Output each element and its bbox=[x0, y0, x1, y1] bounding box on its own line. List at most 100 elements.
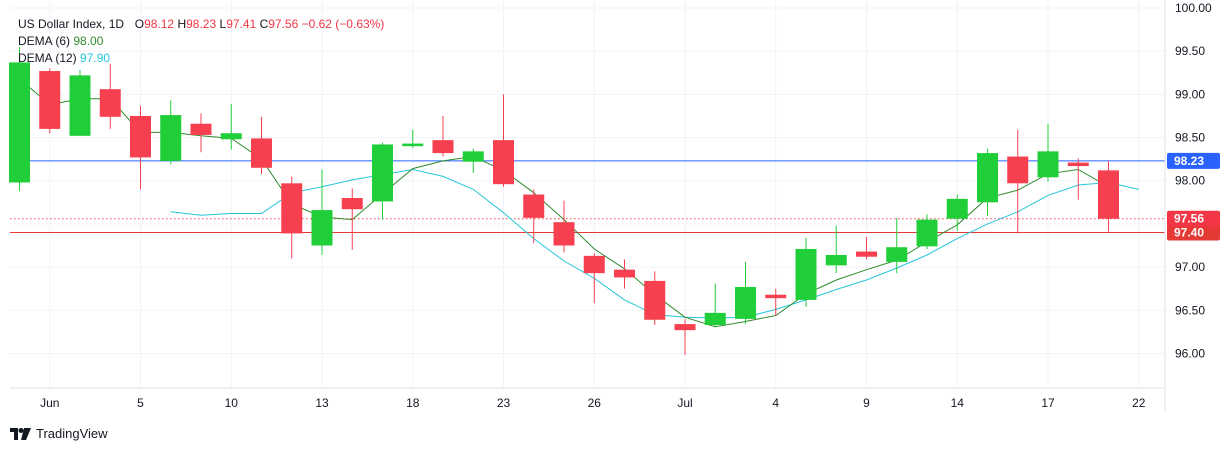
y-tick-label: 98.50 bbox=[1175, 131, 1205, 145]
tradingview-logo-icon bbox=[10, 427, 31, 440]
candle-down bbox=[1007, 129, 1029, 234]
candle-down bbox=[281, 176, 303, 259]
candle-body bbox=[765, 294, 787, 299]
open-label: O bbox=[134, 17, 145, 31]
close-label: C bbox=[259, 17, 269, 31]
candle-down bbox=[614, 259, 635, 289]
candle-body bbox=[281, 183, 303, 234]
candle-up bbox=[69, 70, 91, 136]
candle-up bbox=[9, 46, 30, 192]
dema6-label: DEMA (6) bbox=[18, 34, 71, 48]
candle-body bbox=[402, 143, 424, 147]
price-badge-label: 97.56 bbox=[1174, 212, 1204, 226]
x-tick-label: 17 bbox=[1041, 396, 1055, 410]
candle-body bbox=[462, 151, 484, 162]
candle-body bbox=[130, 115, 151, 158]
candle-down bbox=[432, 115, 454, 157]
candle-body bbox=[583, 255, 605, 274]
low-value: 97.41 bbox=[226, 17, 257, 31]
candle-body bbox=[493, 140, 514, 185]
y-tick-label: 99.00 bbox=[1175, 87, 1205, 101]
price-badge-label: 97.40 bbox=[1174, 226, 1204, 240]
candle-down bbox=[1098, 160, 1119, 232]
candle-up bbox=[735, 261, 756, 325]
price-badge-97.56: 97.56 bbox=[1167, 210, 1220, 227]
candle-down bbox=[523, 189, 545, 243]
high-value: 98.23 bbox=[186, 17, 217, 31]
candle-down bbox=[493, 94, 514, 187]
y-tick-label: 99.50 bbox=[1175, 44, 1205, 58]
candle-body bbox=[916, 219, 938, 247]
brand-name: TradingView bbox=[36, 426, 108, 441]
dema12-label: DEMA (12) bbox=[18, 51, 77, 65]
candle-body bbox=[220, 133, 242, 140]
candle-down bbox=[674, 318, 696, 356]
x-tick-label: 22 bbox=[1132, 396, 1146, 410]
x-tick-label: 23 bbox=[497, 396, 511, 410]
candle-body bbox=[795, 248, 817, 300]
candle-body bbox=[160, 115, 182, 161]
candle-down bbox=[583, 253, 605, 304]
y-tick-label: 96.00 bbox=[1175, 346, 1205, 360]
dema12-row[interactable]: DEMA (12) 97.90 bbox=[18, 50, 384, 67]
candle-up bbox=[795, 237, 817, 307]
candle-body bbox=[674, 324, 696, 331]
candle-body bbox=[553, 222, 575, 246]
dema6-row[interactable]: DEMA (6) 98.00 bbox=[18, 33, 384, 50]
candle-up bbox=[977, 148, 998, 217]
candle-body bbox=[614, 269, 635, 278]
candle-body bbox=[372, 144, 393, 202]
candle-up bbox=[946, 194, 968, 231]
candle-up bbox=[220, 103, 242, 150]
candle-down bbox=[765, 288, 787, 316]
candle-body bbox=[1007, 156, 1029, 184]
x-tick-label: 18 bbox=[406, 396, 420, 410]
candle-body bbox=[735, 286, 756, 319]
candle-down bbox=[130, 105, 151, 190]
price-badge-97.40: 97.40 bbox=[1167, 224, 1220, 241]
candle-up bbox=[402, 129, 424, 148]
candle-up bbox=[825, 225, 847, 274]
ohlc-row: US Dollar Index, 1D O98.12 H98.23 L97.41… bbox=[18, 16, 384, 33]
candle-down bbox=[39, 68, 61, 134]
high-label: H bbox=[177, 17, 187, 31]
x-tick-label: Jul bbox=[677, 396, 692, 410]
y-tick-label: 100.00 bbox=[1175, 1, 1212, 15]
x-tick-label: 26 bbox=[588, 396, 602, 410]
candle-body bbox=[704, 312, 726, 325]
candle-down bbox=[99, 64, 121, 129]
candle-body bbox=[523, 194, 545, 218]
y-tick-label: 96.50 bbox=[1175, 303, 1205, 317]
x-tick-label: 13 bbox=[315, 396, 329, 410]
candle-down bbox=[190, 113, 212, 153]
x-tick-label: 9 bbox=[863, 396, 870, 410]
candle-up bbox=[1037, 123, 1059, 182]
candles bbox=[9, 46, 1119, 356]
tradingview-brand[interactable]: TradingView bbox=[10, 426, 108, 441]
dema6-value: 98.00 bbox=[73, 34, 104, 48]
candle-up bbox=[704, 283, 726, 328]
candle-body bbox=[856, 251, 877, 257]
y-tick-label: 97.00 bbox=[1175, 260, 1205, 274]
price-badge-label: 98.23 bbox=[1174, 154, 1204, 168]
candle-body bbox=[190, 123, 212, 135]
candle-body bbox=[311, 210, 333, 246]
candle-body bbox=[432, 140, 454, 154]
x-tick-label: 14 bbox=[951, 396, 965, 410]
candle-body bbox=[251, 138, 272, 168]
dema12-value: 97.90 bbox=[80, 51, 111, 65]
symbol-label[interactable]: US Dollar Index, 1D bbox=[18, 17, 125, 31]
candle-down bbox=[341, 188, 363, 250]
candle-down bbox=[251, 116, 272, 174]
candle-down bbox=[856, 236, 877, 260]
candle-body bbox=[341, 198, 363, 210]
candle-up bbox=[916, 214, 938, 249]
candle-body bbox=[1098, 170, 1119, 219]
x-tick-label: 4 bbox=[772, 396, 779, 410]
low-label: L bbox=[219, 17, 227, 31]
chart-legend: US Dollar Index, 1D O98.12 H98.23 L97.41… bbox=[18, 16, 384, 67]
price-badge-bg bbox=[1167, 210, 1220, 227]
candle-body bbox=[39, 71, 61, 129]
